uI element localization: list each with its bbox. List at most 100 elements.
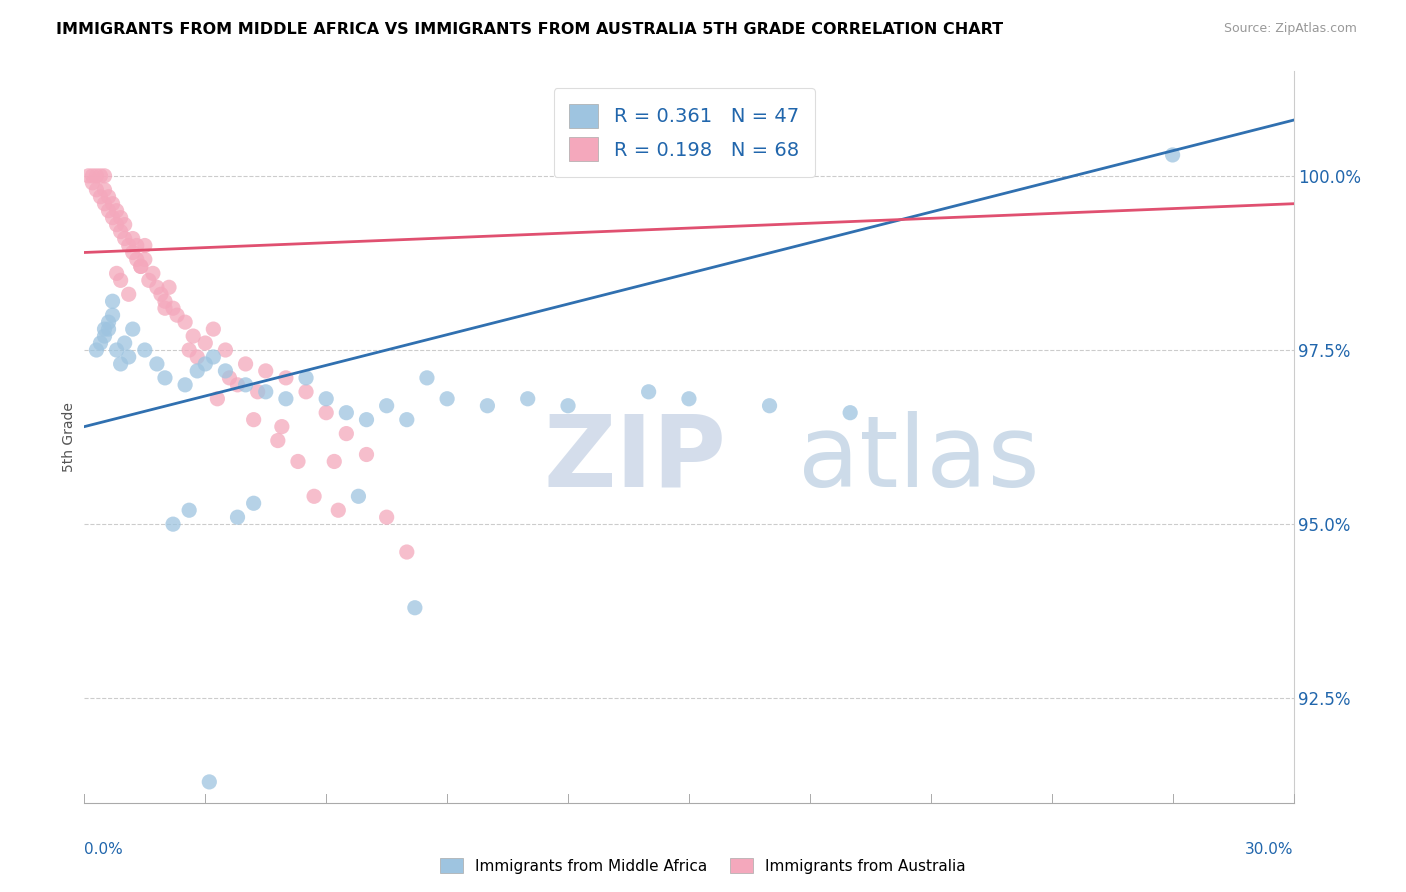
Point [214,364,236,378]
Point [404,600,426,615]
Point [678,392,700,406]
Point [242,496,264,510]
Point [174,315,197,329]
Point [174,377,197,392]
Point [356,412,378,426]
Point [153,301,176,316]
Point [246,384,269,399]
Point [516,392,538,406]
Point [202,350,225,364]
Point [97,203,120,218]
Point [101,294,124,309]
Point [93,196,115,211]
Point [89,169,111,183]
Point [146,280,169,294]
Point [295,384,318,399]
Point [86,169,108,183]
Point [162,301,184,316]
Point [335,426,357,441]
Point [267,434,290,448]
Point [157,280,180,294]
Point [335,406,357,420]
Point [218,371,240,385]
Point [121,245,143,260]
Point [254,384,277,399]
Point [315,406,337,420]
Point [395,545,418,559]
Point [82,176,104,190]
Point [142,266,165,280]
Legend: Immigrants from Middle Africa, Immigrants from Australia: Immigrants from Middle Africa, Immigrant… [434,852,972,880]
Point [226,377,249,392]
Point [194,336,217,351]
Point [134,252,156,267]
Point [101,308,124,322]
Point [129,260,152,274]
Point [287,454,309,468]
Point [118,350,141,364]
Point [114,336,136,351]
Point [118,287,141,301]
Point [93,169,115,183]
Point [82,169,104,183]
Point [198,775,221,789]
Point [134,238,156,252]
Point [89,190,111,204]
Point [186,364,208,378]
Point [207,392,229,406]
Point [375,399,398,413]
Text: ZIP: ZIP [544,410,727,508]
Point [105,218,128,232]
Point [323,454,346,468]
Point [202,322,225,336]
Text: atlas: atlas [797,410,1039,508]
Point [153,371,176,385]
Point [186,350,208,364]
Point [477,399,499,413]
Point [328,503,350,517]
Point [637,384,659,399]
Point [93,322,115,336]
Point [181,329,204,343]
Y-axis label: 5th Grade: 5th Grade [62,402,76,472]
Point [839,406,862,420]
Point [166,308,188,322]
Point [315,392,337,406]
Point [129,260,152,274]
Point [356,448,378,462]
Text: Source: ZipAtlas.com: Source: ZipAtlas.com [1223,22,1357,36]
Point [97,322,120,336]
Point [302,489,325,503]
Point [226,510,249,524]
Text: 0.0%: 0.0% [84,842,124,856]
Point [146,357,169,371]
Point [114,231,136,245]
Point [436,392,458,406]
Point [138,273,160,287]
Point [110,225,132,239]
Point [118,238,141,252]
Point [93,329,115,343]
Point [110,273,132,287]
Point [105,343,128,357]
Point [194,357,217,371]
Point [375,510,398,524]
Point [270,419,292,434]
Point [77,169,100,183]
Point [295,371,318,385]
Point [101,196,124,211]
Point [179,343,201,357]
Point [347,489,370,503]
Point [121,231,143,245]
Point [86,183,108,197]
Point [86,343,108,357]
Point [110,357,132,371]
Point [242,412,264,426]
Point [114,218,136,232]
Point [214,343,236,357]
Point [105,266,128,280]
Point [97,315,120,329]
Point [274,371,297,385]
Text: IMMIGRANTS FROM MIDDLE AFRICA VS IMMIGRANTS FROM AUSTRALIA 5TH GRADE CORRELATION: IMMIGRANTS FROM MIDDLE AFRICA VS IMMIGRA… [56,22,1004,37]
Point [93,183,115,197]
